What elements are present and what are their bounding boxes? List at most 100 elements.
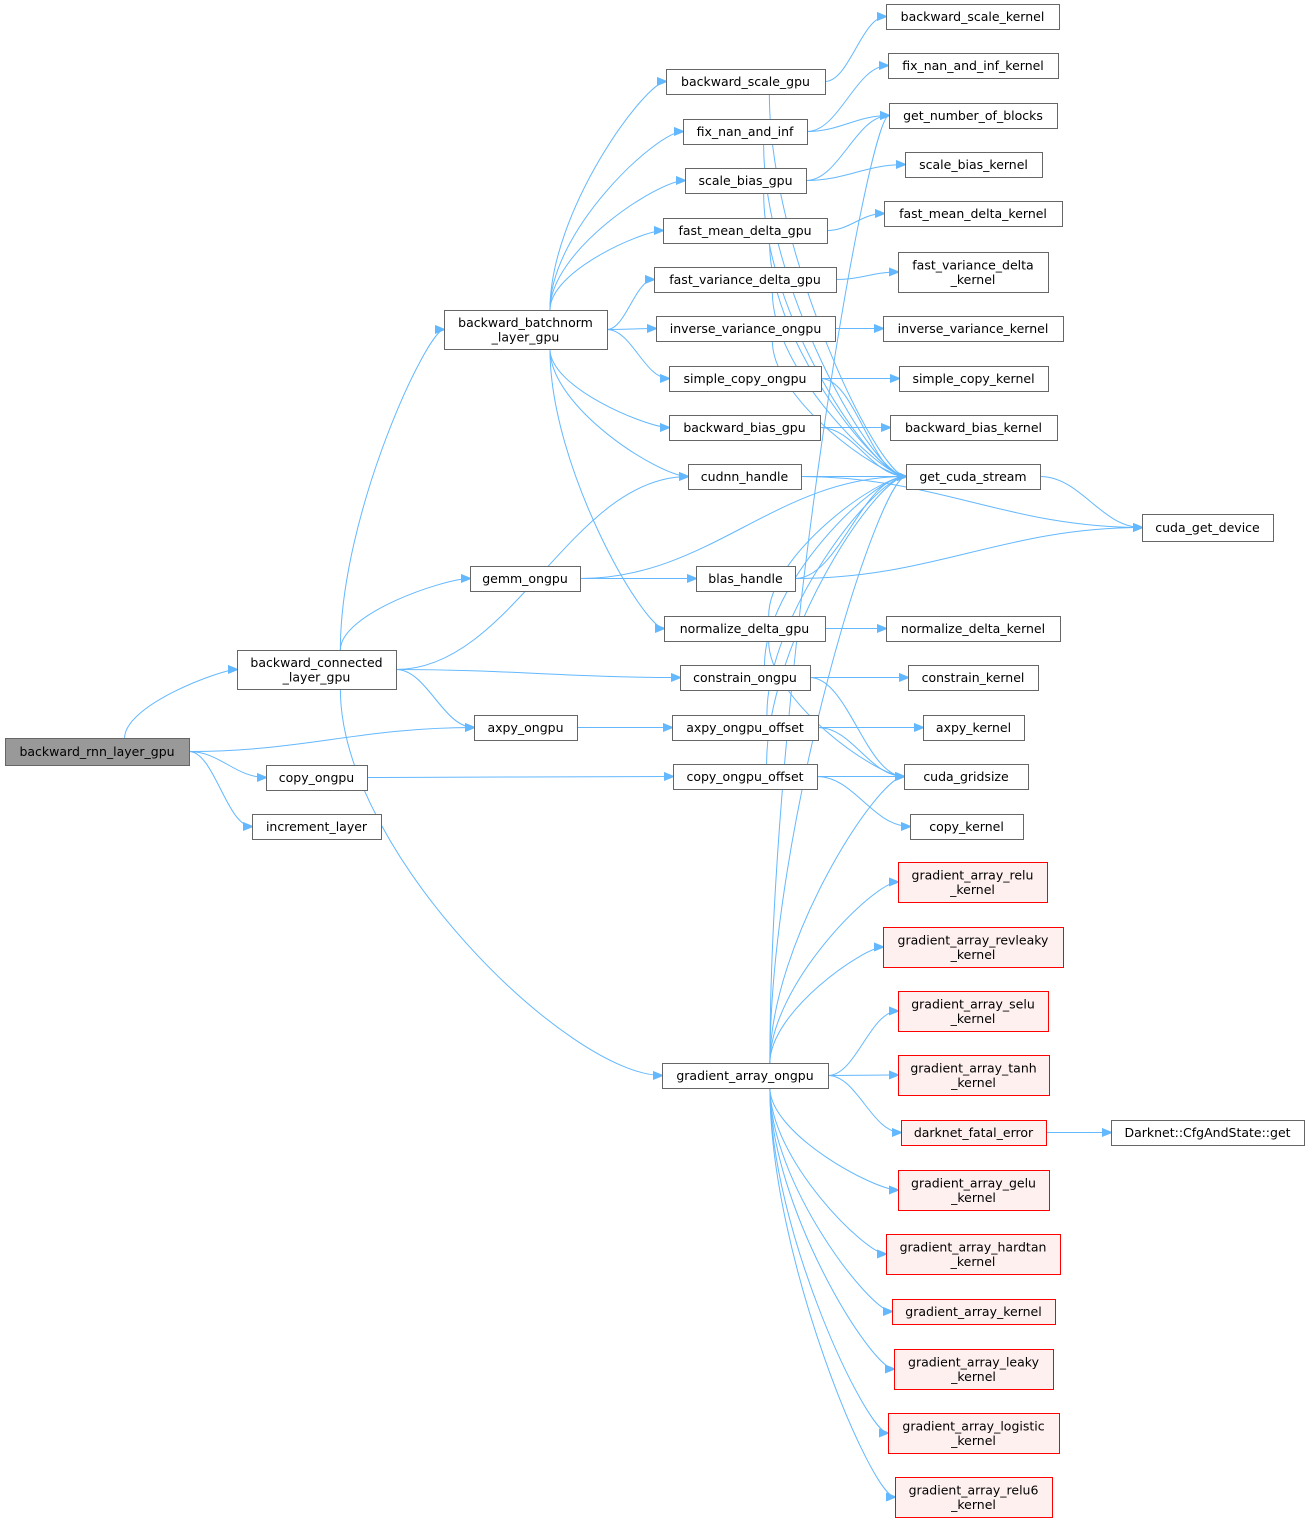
edge-bn-to-fmdg (549, 231, 663, 311)
node-fmdg[interactable]: fast_mean_delta_gpu (663, 218, 828, 244)
node-label: axpy_ongpu (487, 720, 563, 735)
node-label: backward_scale_kernel (901, 9, 1045, 24)
node-bbk[interactable]: backward_bias_kernel (890, 415, 1058, 441)
node-label: _kernel (950, 947, 996, 962)
node-blas[interactable]: blas_handle (696, 566, 796, 592)
edge-fnai-to-fnaik (806, 66, 888, 132)
edge-ivo-to-gcs (771, 340, 906, 477)
node-label: backward_scale_gpu (681, 74, 810, 89)
node-label: gradient_array_gelu (911, 1175, 1036, 1190)
node-box (696, 566, 796, 592)
node-label: fast_mean_delta_gpu (678, 223, 811, 238)
node-box (252, 814, 382, 840)
node-label: get_cuda_stream (919, 469, 1026, 484)
node-label: fix_nan_and_inf_kernel (902, 58, 1044, 73)
node-axpy_ongpu[interactable]: axpy_ongpu (474, 715, 578, 741)
node-cfg[interactable]: Darknet::CfgAndState::get (1111, 1120, 1305, 1146)
node-box (664, 616, 826, 642)
node-fvdk[interactable]: fast_variance_delta_kernel (898, 252, 1049, 293)
node-box (470, 566, 581, 592)
node-bsg[interactable]: backward_scale_gpu (666, 69, 826, 95)
node-box (669, 366, 822, 392)
node-g_hardtan[interactable]: gradient_array_hardtan_kernel (886, 1234, 1061, 1275)
edge-grad-to-g_logistic (769, 1087, 888, 1433)
edge-grad-to-g_relu (769, 882, 898, 1064)
node-box (908, 665, 1039, 691)
node-label: backward_bias_gpu (683, 420, 805, 435)
node-fnai[interactable]: fix_nan_and_inf (683, 119, 808, 145)
node-axk[interactable]: axpy_kernel (923, 715, 1025, 741)
node-g_leaky[interactable]: gradient_array_leaky_kernel (894, 1349, 1054, 1390)
node-label: constrain_kernel (922, 670, 1025, 685)
node-fmdk[interactable]: fast_mean_delta_kernel (884, 201, 1063, 227)
node-g_revleaky[interactable]: gradient_array_revleaky_kernel (883, 927, 1064, 968)
node-ndg[interactable]: normalize_delta_gpu (664, 616, 826, 642)
node-label: _kernel (950, 1369, 996, 1384)
node-box (666, 69, 826, 95)
node-copy_ongpu[interactable]: copy_ongpu (266, 765, 368, 791)
node-cgd[interactable]: cuda_get_device (1142, 514, 1274, 542)
node-axoff[interactable]: axpy_ongpu_offset (672, 715, 819, 741)
node-fnaik[interactable]: fix_nan_and_inf_kernel (888, 53, 1059, 79)
node-label: fast_variance_delta (912, 257, 1033, 272)
node-label: increment_layer (266, 819, 368, 834)
node-sco[interactable]: simple_copy_ongpu (669, 366, 822, 392)
node-box (656, 316, 836, 342)
node-bsk[interactable]: backward_scale_kernel (886, 4, 1060, 30)
node-label: _kernel (950, 1011, 996, 1026)
edge-bn-to-ndg (549, 348, 664, 629)
node-label: gradient_array_relu6 (909, 1482, 1039, 1497)
node-box (474, 715, 578, 741)
node-sck[interactable]: simple_copy_kernel (899, 366, 1049, 392)
node-g_gelu[interactable]: gradient_array_gelu_kernel (898, 1170, 1050, 1211)
node-g_tanh[interactable]: gradient_array_tanh_kernel (898, 1055, 1050, 1096)
node-box (904, 764, 1029, 790)
node-consk[interactable]: constrain_kernel (908, 665, 1039, 691)
node-label: _kernel (950, 1190, 996, 1205)
node-box (672, 715, 819, 741)
node-conn[interactable]: backward_connected_layer_gpu (237, 650, 397, 690)
node-cons[interactable]: constrain_ongpu (680, 665, 811, 691)
node-bbg[interactable]: backward_bias_gpu (669, 415, 821, 441)
node-cooff[interactable]: copy_ongpu_offset (673, 764, 818, 790)
node-g_kernel[interactable]: gradient_array_kernel (892, 1299, 1056, 1325)
node-box (654, 267, 837, 293)
node-ndk[interactable]: normalize_delta_kernel (886, 616, 1061, 642)
node-ivo[interactable]: inverse_variance_ongpu (656, 316, 836, 342)
edge-grad-to-g_gelu (769, 1087, 898, 1190)
node-label: backward_batchnorm (458, 315, 593, 330)
node-g_selu[interactable]: gradient_array_selu_kernel (898, 991, 1049, 1032)
node-gcs[interactable]: get_cuda_stream (906, 464, 1041, 490)
edge-grad-to-gnob (769, 116, 889, 1064)
node-label: normalize_delta_gpu (680, 621, 809, 636)
node-dfe[interactable]: darknet_fatal_error (901, 1120, 1047, 1146)
node-sbg[interactable]: scale_bias_gpu (685, 168, 807, 194)
node-grad[interactable]: gradient_array_ongpu (662, 1063, 829, 1089)
node-cudnn[interactable]: cudnn_handle (688, 464, 802, 490)
node-ivk[interactable]: inverse_variance_kernel (883, 316, 1064, 342)
node-rnn[interactable]: backward_rnn_layer_gpu (5, 738, 190, 766)
node-fvdg[interactable]: fast_variance_delta_gpu (654, 267, 837, 293)
node-g_relu[interactable]: gradient_array_relu_kernel (898, 862, 1048, 903)
node-increment[interactable]: increment_layer (252, 814, 382, 840)
node-gnob[interactable]: get_number_of_blocks (889, 103, 1058, 129)
node-label: gradient_array_tanh (910, 1060, 1036, 1075)
node-g_logistic[interactable]: gradient_array_logistic_kernel (888, 1413, 1060, 1454)
node-g_relu6[interactable]: gradient_array_relu6_kernel (895, 1477, 1053, 1518)
node-label: gradient_array_relu (912, 867, 1034, 882)
node-label: cudnn_handle (701, 469, 789, 484)
edge-bn-to-sbg (549, 181, 685, 311)
node-gemm[interactable]: gemm_ongpu (470, 566, 581, 592)
node-box (237, 650, 397, 690)
node-label: _kernel (950, 272, 996, 287)
edge-rnn-to-axpy_ongpu (188, 728, 474, 752)
node-cgs[interactable]: cuda_gridsize (904, 764, 1029, 790)
node-sbk[interactable]: scale_bias_kernel (905, 152, 1043, 178)
node-cok[interactable]: copy_kernel (910, 814, 1024, 840)
node-bn[interactable]: backward_batchnorm_layer_gpu (444, 310, 608, 350)
node-label: inverse_variance_ongpu (670, 321, 822, 336)
edge-conn-to-cons (395, 669, 680, 678)
node-label: _kernel (949, 882, 995, 897)
node-label: darknet_fatal_error (914, 1125, 1034, 1140)
node-box (884, 201, 1063, 227)
